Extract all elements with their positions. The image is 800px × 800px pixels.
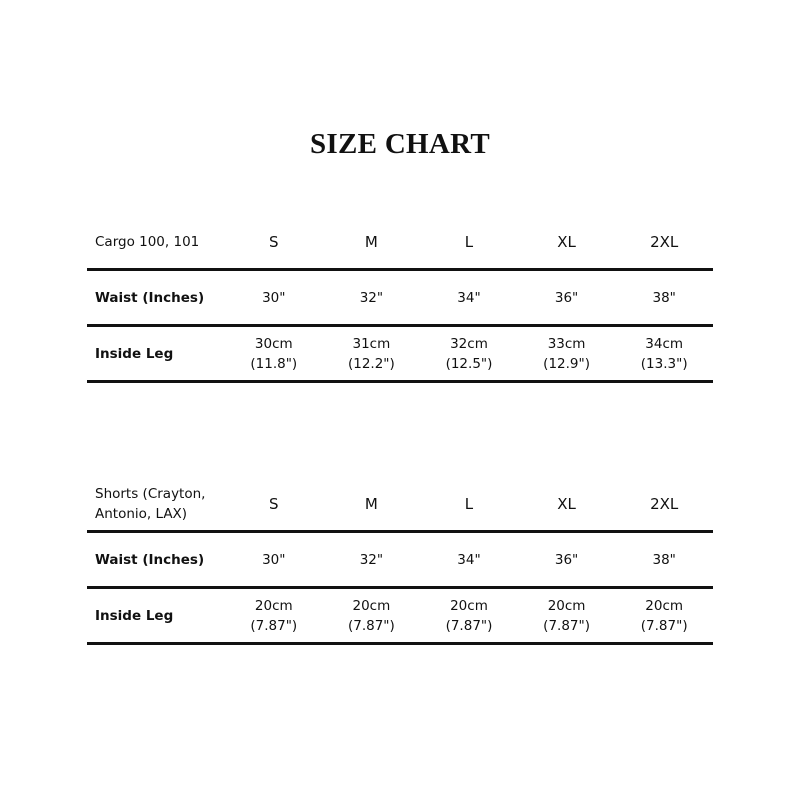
page-title: SIZE CHART (309, 128, 491, 160)
inside-leg-value: 20cm (7.87") (322, 587, 421, 645)
waist-value: 38" (615, 269, 713, 327)
inside-leg-inches: (12.2") (347, 355, 395, 372)
waist-label: Waist (Inches) (87, 269, 225, 327)
inside-leg-cm: 34cm (645, 335, 684, 352)
waist-row: Waist (Inches) 30" 32" 34" 36" 38" (87, 269, 713, 327)
waist-row: Waist (Inches) 30" 32" 34" 36" 38" (87, 531, 713, 589)
product-name: Cargo 100, 101 (87, 215, 225, 271)
inside-leg-inches: (12.9") (543, 355, 590, 372)
inside-leg-cm: 20cm (352, 597, 391, 614)
inside-leg-cm: 20cm (547, 597, 586, 614)
inside-leg-cm: 20cm (645, 597, 684, 614)
waist-value: 34" (420, 531, 518, 589)
inside-leg-cm: 20cm (254, 597, 293, 614)
inside-leg-value: 20cm (7.87") (615, 587, 713, 645)
inside-leg-cm: 32cm (450, 335, 488, 352)
size-label: L (420, 477, 518, 533)
inside-leg-row: Inside Leg 20cm (7.87") 20cm (7.87") 20cm (7.8… (87, 587, 713, 645)
waist-value: 30" (225, 531, 323, 589)
inside-leg-inches: (13.3") (640, 355, 688, 372)
waist-value: 32" (322, 269, 421, 327)
waist-value: 36" (517, 531, 616, 589)
waist-value: 36" (517, 269, 616, 327)
size-header-row: Shorts (Crayton, Antonio, LAX) S M L XL 2XL (87, 477, 713, 533)
inside-leg-inches: (11.8") (250, 355, 298, 372)
inside-leg-value: 33cm (12.9") (517, 325, 616, 383)
waist-value: 34" (420, 269, 518, 327)
size-label: L (420, 215, 518, 271)
size-label: S (225, 215, 323, 271)
inside-leg-value: 20cm (7.87") (225, 587, 323, 645)
inside-leg-label: Inside Leg (87, 325, 225, 383)
size-label: XL (517, 215, 616, 271)
inside-leg-value: 20cm (7.87") (517, 587, 616, 645)
inside-leg-label: Inside Leg (87, 587, 225, 645)
inside-leg-value: 31cm (12.2") (322, 325, 421, 383)
inside-leg-row: Inside Leg 30cm (11.8") 31cm (12.2") 32cm (12.… (87, 325, 713, 383)
waist-label: Waist (Inches) (87, 531, 225, 589)
inside-leg-value: 30cm (11.8") (225, 325, 323, 383)
inside-leg-inches: (7.87") (347, 617, 395, 634)
inside-leg-value: 32cm (12.5") (420, 325, 518, 383)
waist-value: 32" (322, 531, 421, 589)
waist-value: 38" (615, 531, 713, 589)
inside-leg-inches: (7.87") (445, 617, 493, 634)
size-label: 2XL (615, 215, 713, 271)
inside-leg-inches: (7.87") (543, 617, 590, 634)
inside-leg-cm: 20cm (450, 597, 488, 614)
size-table-shorts: Shorts (Crayton, Antonio, LAX) S M L XL 2XL Wa… (87, 477, 713, 645)
size-label: S (225, 477, 323, 533)
waist-value: 30" (225, 269, 323, 327)
inside-leg-cm: 30cm (254, 335, 293, 352)
size-label: XL (517, 477, 616, 533)
inside-leg-cm: 33cm (547, 335, 586, 352)
size-label: M (322, 215, 421, 271)
product-name: Shorts (Crayton, Antonio, LAX) (87, 477, 225, 533)
inside-leg-value: 20cm (7.87") (420, 587, 518, 645)
inside-leg-inches: (7.87") (640, 617, 688, 634)
inside-leg-value: 34cm (13.3") (615, 325, 713, 383)
inside-leg-inches: (12.5") (445, 355, 493, 372)
size-label: 2XL (615, 477, 713, 533)
inside-leg-inches: (7.87") (250, 617, 298, 634)
size-table-cargo: Cargo 100, 101 S M L XL 2XL Waist (Inches) 30" 3… (87, 215, 713, 383)
size-label: M (322, 477, 421, 533)
inside-leg-cm: 31cm (352, 335, 391, 352)
size-header-row: Cargo 100, 101 S M L XL 2XL (87, 215, 713, 271)
